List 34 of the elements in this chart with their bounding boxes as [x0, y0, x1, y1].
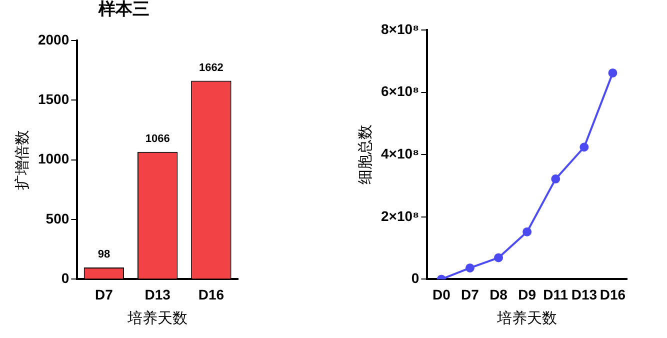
y-tick-label: 6×10⁸ — [380, 83, 420, 100]
data-label: 1662 — [198, 62, 224, 74]
y-tick-label: 2000 — [38, 31, 70, 48]
x-axis-title: 培养天数 — [126, 308, 188, 327]
x-axis-title: 培养天数 — [496, 308, 558, 327]
y-tick-label: 1500 — [38, 90, 70, 107]
y-tick-label: 8×10⁸ — [380, 20, 420, 37]
x-tick-label: D13 — [144, 286, 171, 302]
point — [551, 174, 560, 184]
point — [580, 142, 589, 152]
data-label: 1066 — [145, 132, 170, 145]
y-tick-label: 0 — [411, 270, 420, 286]
x-tick-label: D13 — [571, 286, 598, 302]
x-tick-label: D16 — [198, 286, 224, 302]
y-tick-label: 4×10⁸ — [380, 145, 420, 162]
y-tick-label: 2×10⁸ — [380, 208, 420, 224]
x-tick-label: D9 — [518, 286, 536, 302]
x-tick-label: D7 — [95, 286, 114, 302]
x-tick-label: D16 — [600, 286, 626, 302]
point — [494, 253, 504, 262]
y-axis-title: 细胞总数 — [356, 124, 374, 185]
data-label: 98 — [98, 248, 110, 260]
x-tick-label: D7 — [461, 286, 480, 302]
y-tick-label: 500 — [46, 210, 70, 226]
point — [608, 68, 618, 78]
y-tick-label: 0 — [61, 270, 70, 286]
y-tick-label: 1000 — [38, 150, 70, 167]
x-tick-label: D11 — [543, 286, 568, 302]
point — [465, 263, 474, 272]
x-tick-label: D0 — [432, 286, 451, 302]
chart-title: 样本三 — [98, 0, 150, 20]
y-axis-title: 扩增倍数 — [12, 130, 31, 190]
point — [522, 227, 532, 236]
x-tick-label: D8 — [490, 286, 508, 302]
